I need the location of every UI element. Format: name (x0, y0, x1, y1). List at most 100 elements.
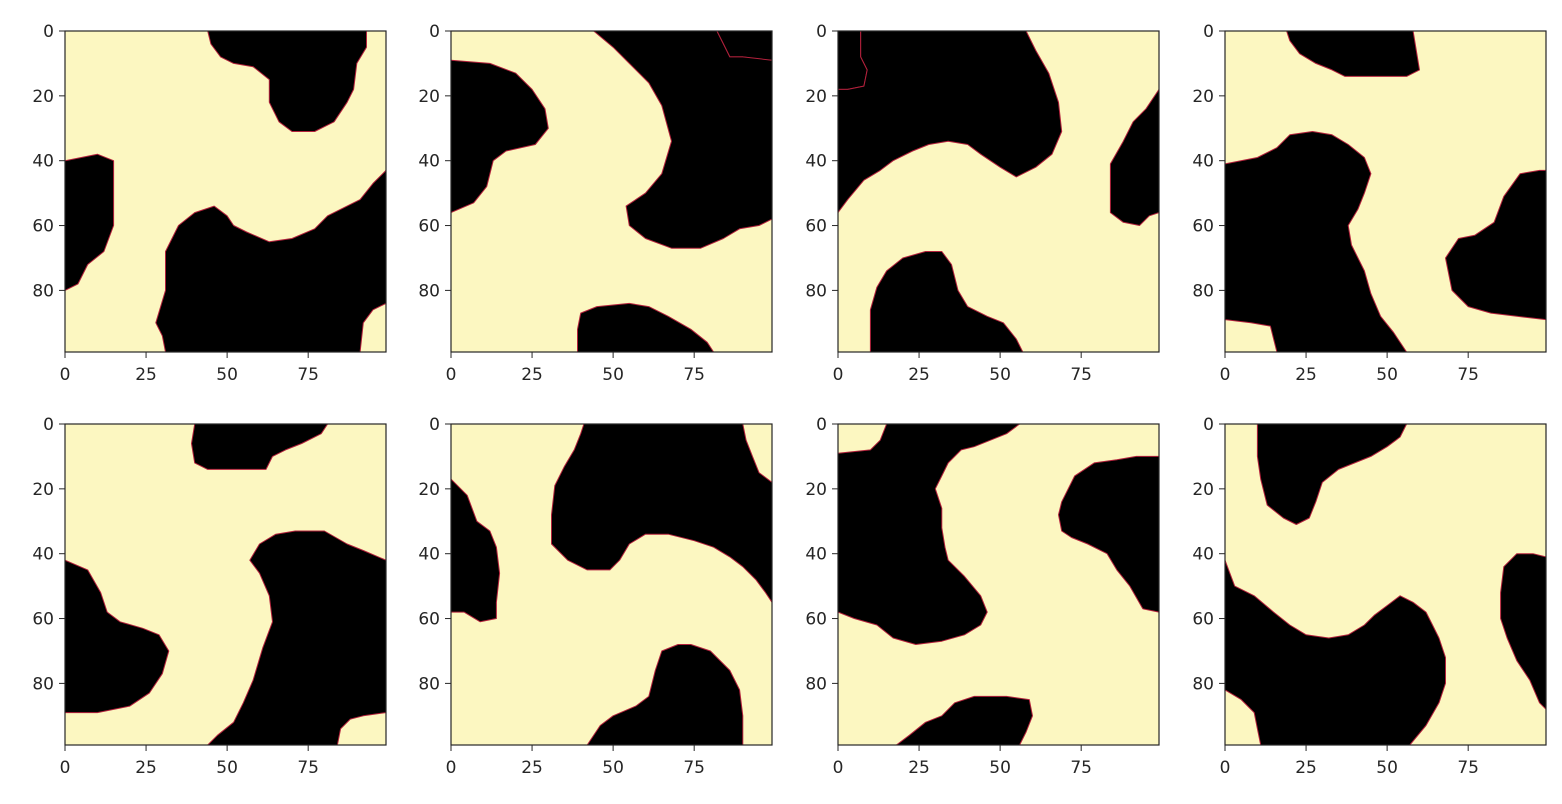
heatmap-regions (65, 424, 386, 745)
x-tick-label: 25 (521, 758, 543, 778)
y-tick-label: 0 (1203, 22, 1214, 42)
axes-frame (837, 423, 1160, 746)
y-axis: 0 20 40 60 80 (1192, 415, 1225, 694)
y-tick-label: 40 (805, 545, 827, 565)
heatmap-regions (838, 31, 1159, 352)
y-tick-label: 20 (418, 87, 440, 107)
heatmap-regions (1225, 424, 1546, 745)
heatmap-region-1 (451, 478, 501, 623)
y-axis: 0 20 40 60 80 (805, 415, 838, 694)
subplot-8: 0 25 50 75 0 20 40 60 80 (1192, 415, 1547, 778)
heatmap-regions (838, 424, 1159, 745)
heatmap-region-1 (1256, 424, 1408, 525)
y-tick-label: 80 (418, 674, 440, 694)
y-tick-label: 60 (32, 610, 54, 630)
heatmap-region-4 (577, 302, 715, 352)
heatmap-region-3 (155, 169, 386, 352)
y-tick-label: 60 (805, 610, 827, 630)
x-tick-label: 0 (1220, 365, 1231, 385)
subplot-6: 0 25 50 75 0 20 40 60 80 (418, 415, 773, 778)
x-tick-label: 25 (135, 758, 157, 778)
x-tick-label: 75 (683, 758, 705, 778)
x-axis: 0 25 50 75 (833, 352, 1092, 385)
x-tick-label: 50 (216, 758, 238, 778)
x-tick-label: 0 (60, 365, 71, 385)
heatmap-region-2 (1058, 455, 1159, 613)
y-axis: 0 20 40 60 80 (418, 22, 451, 301)
x-axis: 0 25 50 75 (1220, 352, 1479, 385)
y-tick-label: 80 (32, 674, 54, 694)
x-tick-label: 25 (521, 365, 543, 385)
y-tick-label: 40 (1192, 152, 1214, 172)
heatmap-region-3 (207, 530, 386, 745)
x-axis: 0 25 50 75 (446, 352, 705, 385)
y-tick-label: 0 (1203, 415, 1214, 435)
x-tick-label: 25 (135, 365, 157, 385)
y-tick-label: 60 (805, 217, 827, 237)
axes-frame (64, 423, 387, 746)
y-tick-label: 80 (1192, 674, 1214, 694)
x-tick-label: 0 (446, 365, 457, 385)
heatmap-region-3 (1109, 88, 1159, 226)
x-tick-label: 0 (833, 758, 844, 778)
y-tick-label: 60 (1192, 217, 1214, 237)
subplot-2: 0 25 50 75 0 20 40 60 80 (418, 22, 773, 385)
x-tick-label: 75 (1070, 365, 1092, 385)
axes-frame (450, 30, 773, 353)
y-tick-label: 40 (32, 545, 54, 565)
x-tick-label: 0 (60, 758, 71, 778)
heatmap-region-2 (551, 424, 772, 603)
x-tick-label: 50 (1376, 758, 1398, 778)
y-tick-label: 40 (32, 152, 54, 172)
y-tick-label: 40 (1192, 545, 1214, 565)
heatmap-region-2 (451, 59, 549, 214)
x-tick-label: 0 (833, 365, 844, 385)
x-tick-label: 75 (683, 365, 705, 385)
x-tick-label: 50 (216, 365, 238, 385)
heatmap-region-3 (593, 31, 772, 249)
x-tick-label: 25 (908, 365, 930, 385)
y-tick-label: 0 (43, 22, 54, 42)
subplot-5: 0 25 50 75 0 20 40 60 80 (32, 415, 387, 778)
y-tick-label: 60 (1192, 610, 1214, 630)
heatmap-region-3 (895, 695, 1033, 745)
axes-frame (1224, 423, 1547, 746)
subplot-4: 0 25 50 75 0 20 40 60 80 (1192, 22, 1547, 385)
x-tick-label: 50 (989, 365, 1011, 385)
y-tick-label: 20 (418, 480, 440, 500)
y-tick-label: 0 (429, 22, 440, 42)
heatmap-region-3 (586, 644, 744, 745)
y-tick-label: 20 (805, 480, 827, 500)
heatmap-regions (1225, 31, 1546, 352)
heatmap-region-1 (838, 424, 1021, 645)
heatmap-regions (451, 424, 772, 745)
x-tick-label: 50 (1376, 365, 1398, 385)
x-axis: 0 25 50 75 (1220, 745, 1479, 778)
heatmap-region-4 (869, 251, 1024, 352)
y-tick-label: 80 (805, 281, 827, 301)
y-tick-label: 0 (429, 415, 440, 435)
heatmap-region-3 (1500, 553, 1546, 710)
heatmap-regions (65, 31, 386, 352)
heatmap-region-1 (191, 424, 329, 470)
axes-frame (1224, 30, 1547, 353)
y-tick-label: 0 (816, 22, 827, 42)
heatmap-region-2 (1225, 131, 1408, 352)
x-tick-label: 0 (1220, 758, 1231, 778)
y-tick-label: 20 (32, 87, 54, 107)
y-tick-label: 40 (418, 152, 440, 172)
x-tick-label: 75 (1070, 758, 1092, 778)
axes-frame (64, 30, 387, 353)
x-axis: 0 25 50 75 (60, 745, 319, 778)
y-tick-label: 20 (805, 87, 827, 107)
subplot-7: 0 25 50 75 0 20 40 60 80 (805, 415, 1160, 778)
subplot-1: 0 25 50 75 0 20 40 60 80 (32, 22, 387, 385)
y-tick-label: 40 (418, 545, 440, 565)
y-tick-label: 80 (1192, 281, 1214, 301)
x-axis: 0 25 50 75 (446, 745, 705, 778)
heatmap-regions (451, 31, 772, 352)
x-tick-label: 75 (1457, 758, 1479, 778)
y-axis: 0 20 40 60 80 (418, 415, 451, 694)
y-axis: 0 20 40 60 80 (32, 22, 65, 301)
y-tick-label: 80 (32, 281, 54, 301)
